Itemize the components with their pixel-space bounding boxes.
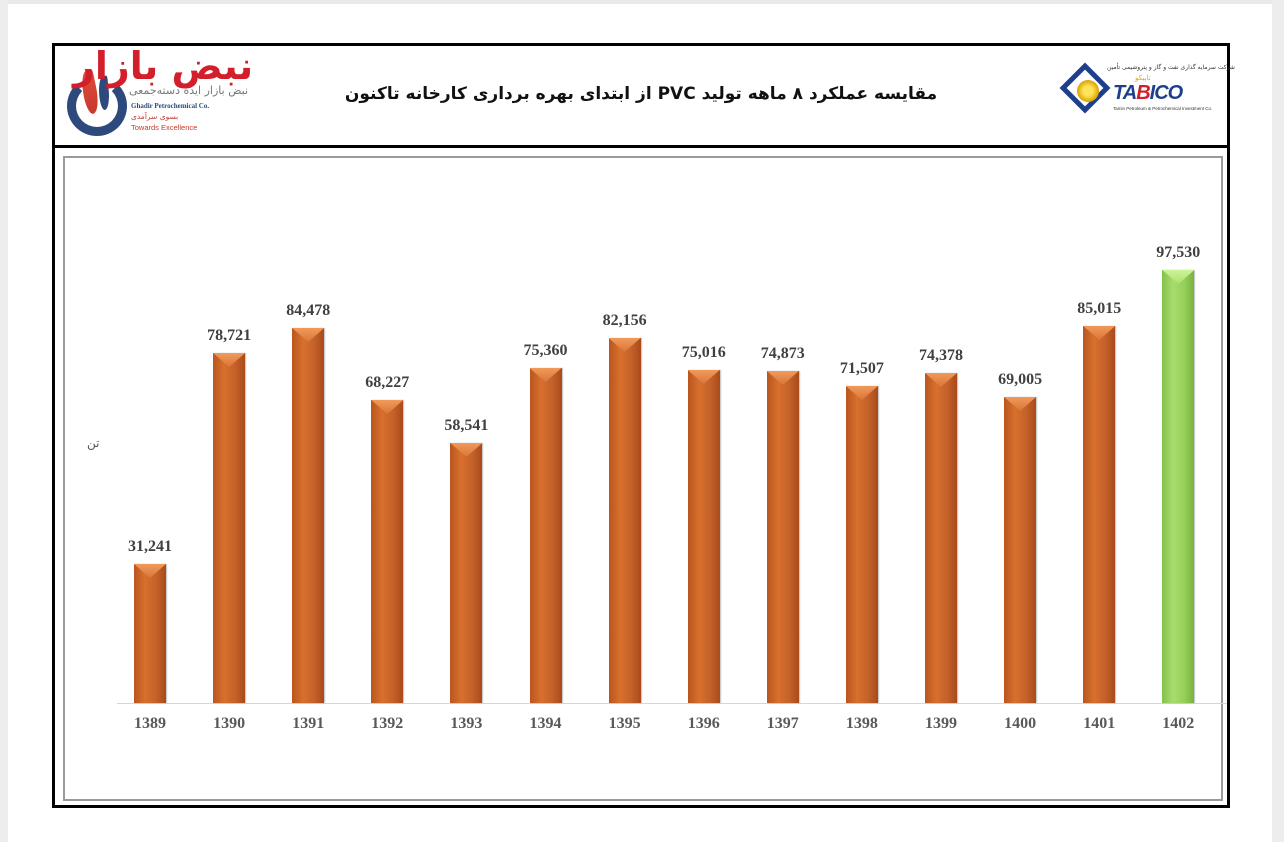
x-tick-label: 1390	[213, 715, 246, 732]
tapico-brand: TABICO	[1113, 82, 1184, 105]
tapico-fa-name: شرکت سرمایه گذاری نفت و گاز و پتروشیمی ت…	[1107, 64, 1235, 71]
bar	[1162, 270, 1195, 703]
data-label: 97,530	[1156, 244, 1201, 261]
tagline-en: Towards Excellence	[131, 123, 198, 132]
x-tick-label: 1402	[1162, 715, 1195, 732]
brand-part: TA	[1113, 82, 1137, 104]
plot-area: تن 31,241 1389 78,721 1390 84,478 1391 68,227 1…	[65, 158, 1227, 799]
page-edge	[1272, 0, 1284, 842]
x-tick-label: 1400	[1004, 715, 1037, 732]
x-axis-line	[117, 703, 1227, 704]
y-axis-label: تن	[87, 436, 100, 450]
x-tick-label: 1394	[529, 715, 562, 732]
bar	[608, 338, 641, 703]
bar	[450, 443, 483, 703]
data-label: 75,360	[523, 342, 568, 359]
bar-cap	[766, 371, 799, 385]
x-tick-label: 1393	[450, 715, 483, 732]
bar	[134, 564, 166, 703]
bar-cap	[1004, 397, 1037, 411]
data-label: 74,378	[919, 347, 963, 364]
bar-group: 75,016 1396	[664, 158, 744, 799]
company-name: Ghadir Petrochemical Co.	[131, 102, 210, 110]
x-tick-label: 1398	[845, 715, 878, 732]
x-tick-label: 1395	[608, 715, 641, 732]
report-header: نبض بازار نبض بازار ایده دسته‌جمعی Ghadi…	[55, 44, 1235, 148]
bar-group: 75,360 1394	[506, 158, 586, 799]
bar-cap	[134, 564, 166, 578]
bar-cap	[450, 443, 483, 457]
bar	[925, 373, 957, 703]
bar	[292, 328, 325, 703]
spiral-disc-icon	[1077, 80, 1099, 102]
x-tick-label: 1396	[687, 715, 720, 732]
data-label: 69,005	[998, 371, 1043, 388]
bar	[1083, 326, 1116, 703]
tapico-en-name: Tamin Petroleum & Petrochemical Investme…	[1113, 106, 1213, 111]
bar-cap	[529, 368, 562, 382]
data-label: 85,015	[1077, 300, 1122, 317]
bar-cap	[845, 386, 878, 400]
bar-group: 31,241 1389	[110, 158, 190, 799]
logo-ring-icon	[67, 76, 127, 136]
bar-cap	[1162, 270, 1195, 284]
bar-group: 84,478 1391	[268, 158, 348, 799]
x-tick-label: 1399	[925, 715, 957, 732]
bar-cap	[687, 370, 720, 384]
bar-group: 82,156 1395	[585, 158, 665, 799]
bar-group: 74,873 1397	[743, 158, 823, 799]
bar-group: 85,015 1401	[1059, 158, 1139, 799]
watermark-text: نبض بازار	[73, 44, 254, 88]
tapico-logo: شرکت سرمایه گذاری نفت و گاز و پتروشیمی ت…	[1057, 62, 1235, 124]
bar-cap	[292, 328, 325, 342]
x-tick-label: 1397	[766, 715, 799, 732]
bar-group: 71,507 1398	[822, 158, 902, 799]
x-tick-label: 1391	[292, 715, 325, 732]
data-label: 78,721	[207, 327, 252, 344]
bar	[687, 370, 720, 703]
data-label: 74,873	[760, 345, 805, 362]
x-tick-label: 1392	[371, 715, 404, 732]
brand-part: B	[1136, 82, 1150, 104]
bar-cap	[608, 338, 641, 352]
data-label: 31,241	[128, 538, 172, 555]
bar-group: 78,721 1390	[189, 158, 269, 799]
bar-group: 58,541 1393	[426, 158, 506, 799]
ghadir-logo: نبض بازار نبض بازار ایده دسته‌جمعی Ghadi…	[61, 44, 254, 142]
chart-area: تن 31,241 1389 78,721 1390 84,478 1391 68,227 1…	[63, 156, 1227, 801]
bar	[529, 368, 562, 703]
watermark-subtext: نبض بازار ایده دسته‌جمعی	[129, 84, 249, 97]
tagline-fa: بسوی سرآمدی	[131, 112, 179, 121]
bar	[845, 386, 878, 703]
tapico-fa-brand: تاپیکو	[1135, 74, 1151, 82]
data-label: 84,478	[286, 302, 331, 319]
x-tick-label: 1389	[134, 715, 166, 732]
brand-part: ICO	[1149, 82, 1184, 104]
bar-group: 68,227 1392	[347, 158, 427, 799]
bar-cap	[213, 353, 246, 367]
bar-group: 74,378 1399	[901, 158, 981, 799]
bar-cap	[371, 400, 404, 414]
report-frame: نبض بازار نبض بازار ایده دسته‌جمعی Ghadi…	[52, 43, 1235, 808]
bar	[371, 400, 404, 703]
data-label: 82,156	[602, 312, 647, 329]
bar	[1004, 397, 1037, 703]
x-tick-label: 1401	[1083, 715, 1116, 732]
data-label: 58,541	[444, 417, 489, 434]
bar-cap	[1083, 326, 1116, 340]
data-label: 71,507	[839, 360, 884, 377]
bar	[213, 353, 246, 703]
page-edge	[0, 0, 8, 842]
bar-group: 69,005 1400	[980, 158, 1060, 799]
bar-group: 97,530 1402	[1138, 158, 1218, 799]
data-label: 68,227	[365, 374, 410, 391]
page-edge	[0, 0, 1284, 4]
bar	[766, 371, 799, 703]
chart-title: مقایسه عملکرد ۸ ماهه تولید PVC از ابتدای…	[344, 84, 938, 104]
bar-cap	[925, 373, 957, 387]
data-label: 75,016	[681, 344, 726, 361]
